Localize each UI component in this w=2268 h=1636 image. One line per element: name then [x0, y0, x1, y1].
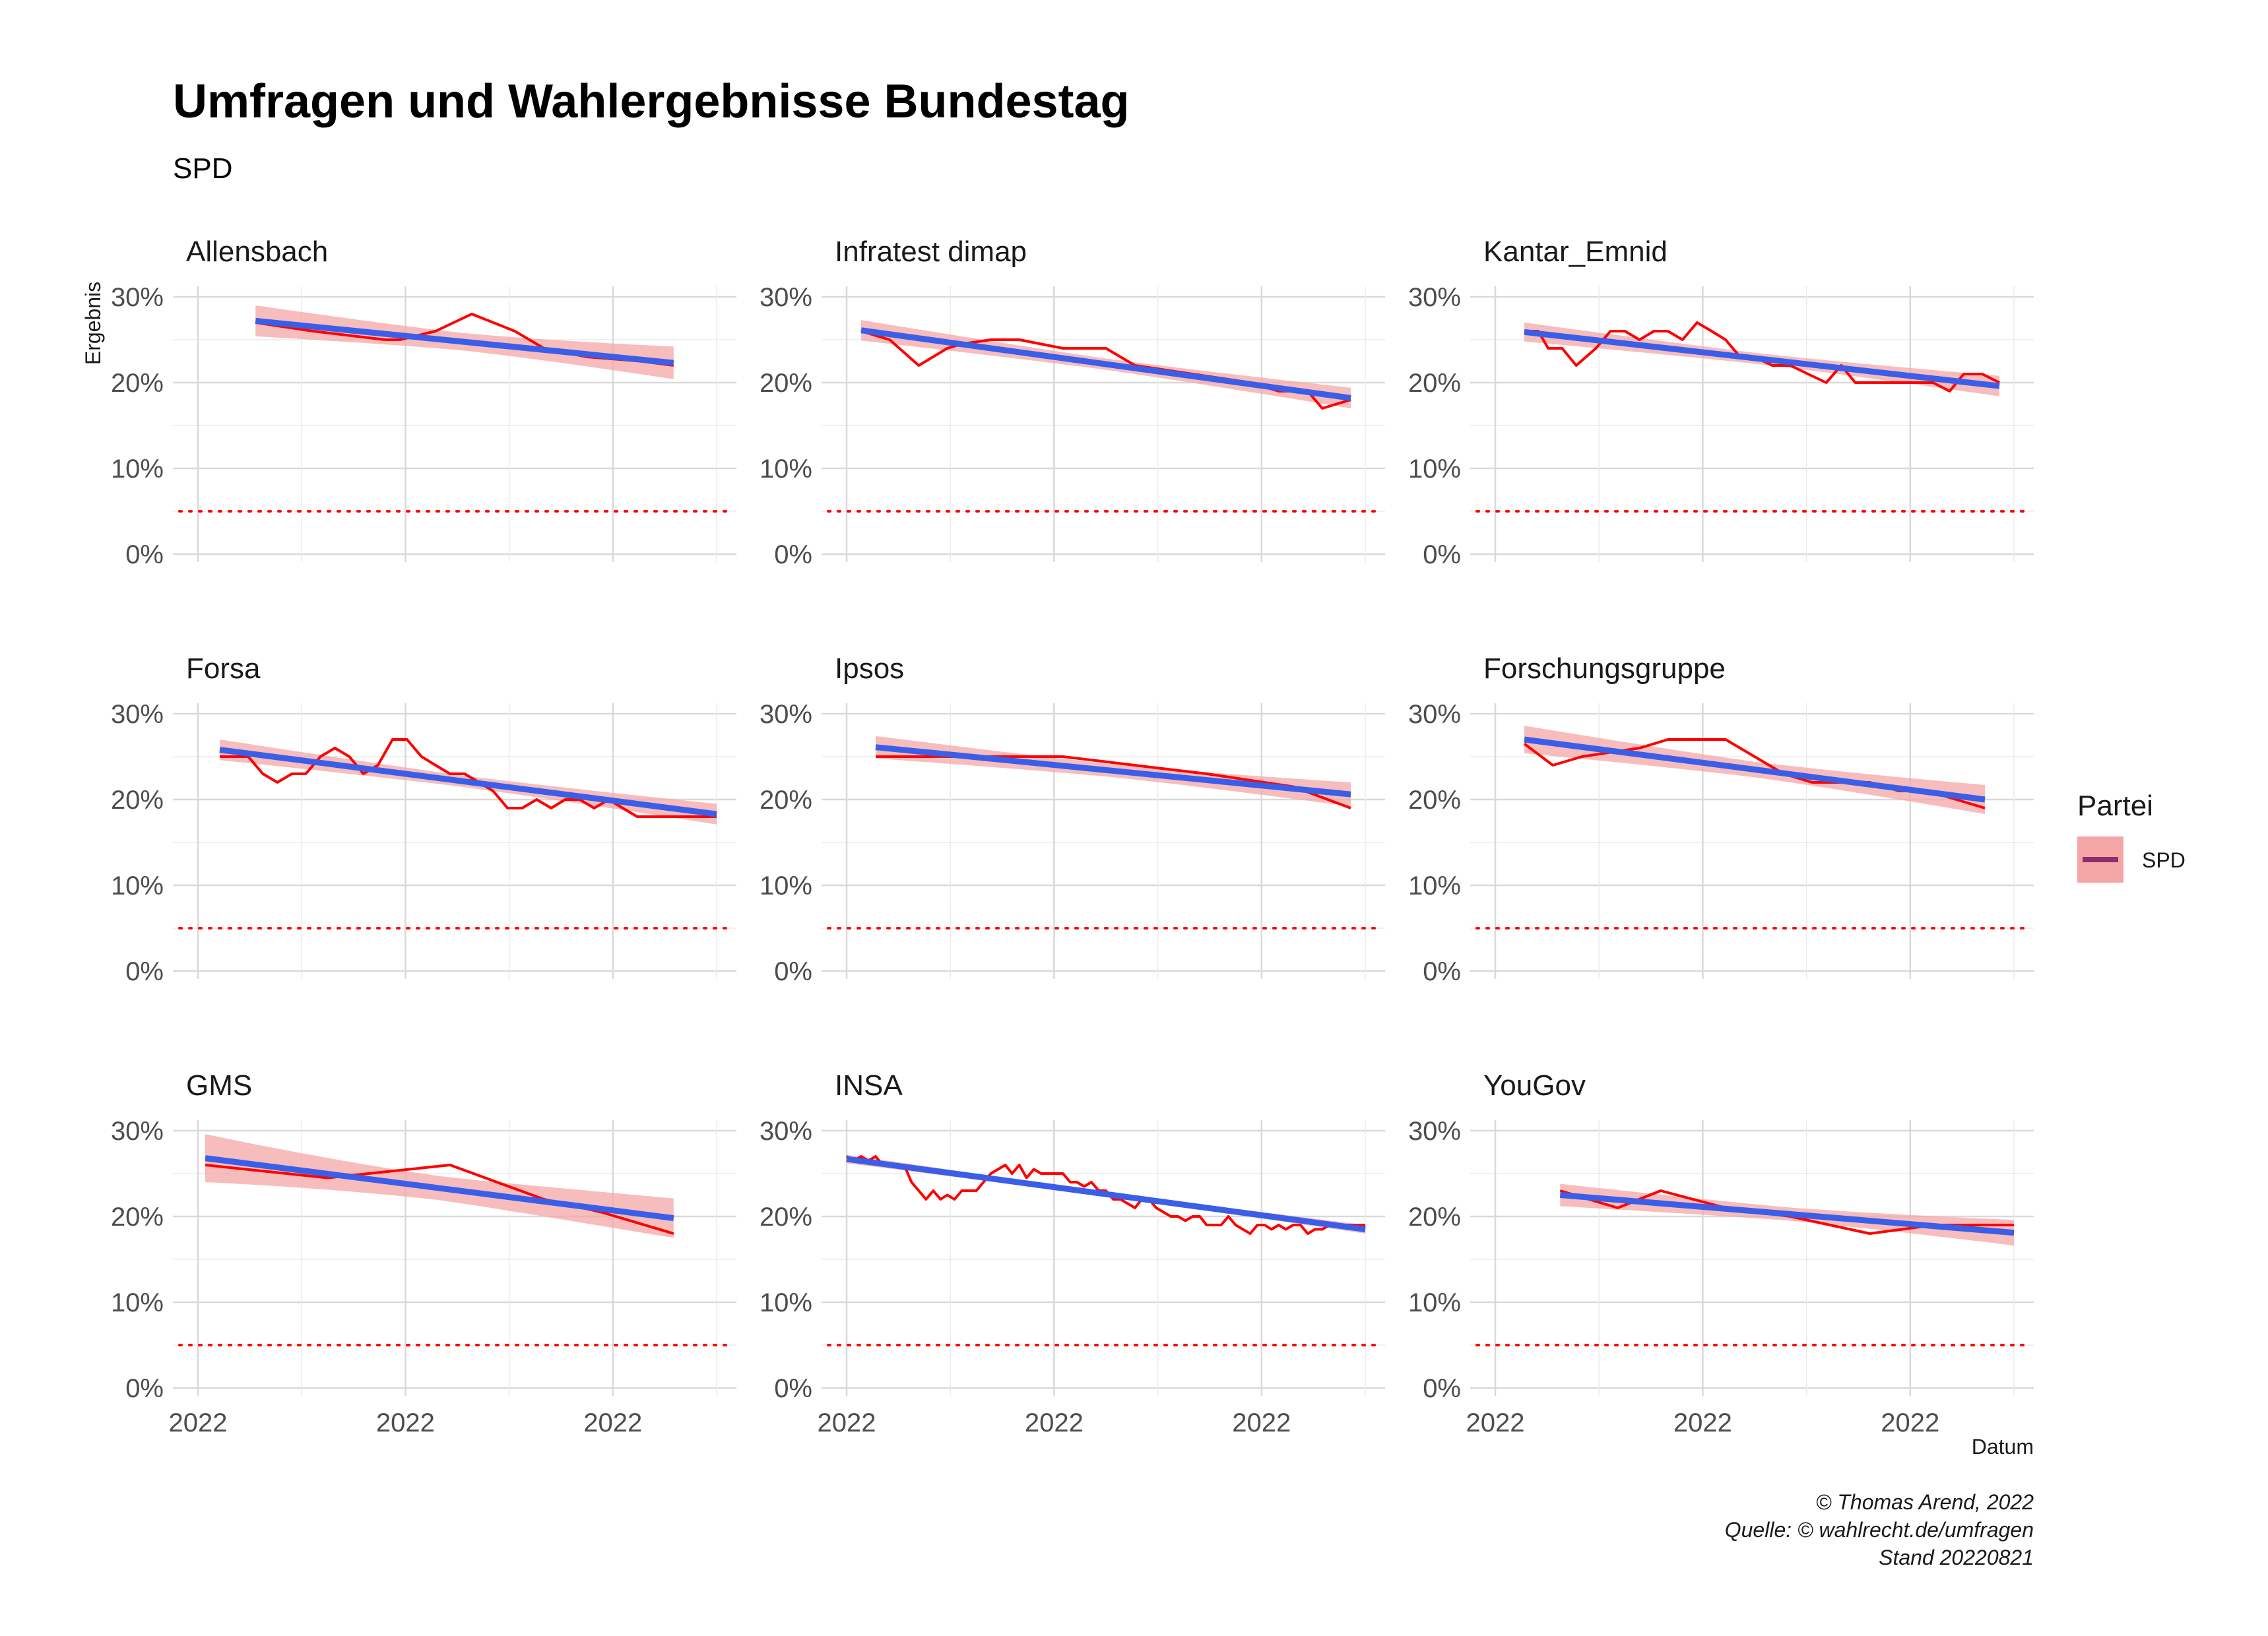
facet-label: GMS [186, 1069, 252, 1102]
y-tick-label: 10% [760, 1288, 812, 1317]
caption-date: Stand 20220821 [1879, 1546, 2034, 1569]
y-tick-label: 20% [1408, 786, 1461, 815]
y-tick-label: 0% [125, 540, 164, 569]
y-tick-label: 30% [760, 283, 812, 312]
x-tick-label: 2022 [376, 1408, 435, 1437]
y-tick-label: 20% [760, 786, 812, 815]
poll-line [205, 1164, 674, 1235]
chart-subtitle: SPD [173, 152, 232, 185]
y-tick-label: 10% [111, 1288, 164, 1317]
x-tick-label: 2022 [1466, 1408, 1525, 1437]
x-tick-label: 2022 [583, 1408, 642, 1437]
facet-panel: Kantar_Emnid 0% 10% 20% 30% [1408, 236, 2034, 569]
facet-panel: Ipsos 0% 10% 20% 30% [760, 652, 1385, 986]
x-tick-label: 2022 [1232, 1408, 1291, 1437]
y-tick-label: 0% [125, 957, 164, 986]
y-axis-title: Ergebnis [81, 282, 105, 365]
y-tick-label: 10% [1408, 455, 1461, 484]
y-tick-label: 10% [111, 871, 164, 900]
y-tick-label: 20% [111, 786, 164, 815]
y-tick-label: 0% [774, 540, 812, 569]
y-tick-label: 20% [760, 369, 812, 398]
facet-panel: INSA 0% 10% 20% 30% 2022 2022 2022 [760, 1069, 1385, 1437]
facet-label: Infratest dimap [835, 236, 1027, 268]
trend-line [219, 747, 717, 817]
y-tick-label: 30% [760, 1117, 812, 1146]
y-tick-label: 0% [774, 1374, 812, 1403]
legend-label: SPD [2142, 848, 2186, 872]
x-tick-label: 2022 [1881, 1408, 1939, 1437]
trend-line [1524, 329, 2000, 389]
facet-label: INSA [835, 1069, 903, 1102]
y-tick-label: 30% [1408, 1117, 1461, 1146]
facet-label: YouGov [1483, 1069, 1586, 1102]
trend-line [846, 1156, 1366, 1232]
trend-line [875, 744, 1351, 798]
legend-title: Partei [2077, 790, 2153, 822]
y-tick-label: 10% [111, 455, 164, 484]
y-tick-label: 10% [760, 871, 812, 900]
trend-line [1559, 1192, 2015, 1236]
y-tick-label: 20% [760, 1203, 812, 1232]
facet-panel: YouGov 0% 10% 20% 30% 2022 2022 2022 [1408, 1069, 2034, 1437]
chart-title: Umfragen und Wahlergebnisse Bundestag [173, 75, 1130, 128]
poll-line [220, 738, 717, 818]
x-tick-label: 2022 [1025, 1408, 1084, 1437]
facet-panel: Infratest dimap 0% 10% 20% 30% [760, 236, 1385, 569]
y-tick-label: 0% [125, 1374, 164, 1403]
y-tick-label: 0% [1423, 1374, 1461, 1403]
legend: Partei SPD [2077, 790, 2186, 883]
facet-label: Kantar_Emnid [1483, 236, 1668, 268]
facet-label: Allensbach [186, 236, 328, 268]
facet-panel: GMS 0% 10% 20% 30% 2022 2022 2022 [111, 1069, 736, 1437]
y-tick-label: 30% [111, 283, 164, 312]
y-tick-label: 10% [760, 455, 812, 484]
facet-panel: Forsa 0% 10% 20% 30% [111, 652, 736, 986]
y-tick-label: 30% [111, 700, 164, 729]
caption-source: Quelle: © wahlrecht.de/umfragen [1725, 1518, 2034, 1542]
facet-panels: Allensbach 0% 10% 20% 30% Infratest dimap 0% 10… [111, 236, 2034, 1437]
y-tick-label: 20% [1408, 1203, 1461, 1232]
y-tick-label: 30% [1408, 700, 1461, 729]
x-axis-title: Datum [1972, 1435, 2034, 1459]
x-tick-label: 2022 [818, 1408, 876, 1437]
facet-label: Forsa [186, 652, 261, 685]
x-tick-label: 2022 [1673, 1408, 1732, 1437]
y-tick-label: 20% [111, 1203, 164, 1232]
facet-panel: Allensbach 0% 10% 20% 30% [111, 236, 736, 569]
y-tick-label: 10% [1408, 1288, 1461, 1317]
y-tick-label: 10% [1408, 871, 1461, 900]
facet-label: Forschungsgruppe [1483, 652, 1726, 685]
x-tick-label: 2022 [169, 1408, 228, 1437]
y-tick-label: 0% [1423, 540, 1461, 569]
y-tick-label: 30% [1408, 283, 1461, 312]
facet-panel: Forschungsgruppe 0% 10% 20% 30% [1408, 652, 2034, 986]
trend-line [205, 1155, 674, 1222]
y-tick-label: 20% [111, 369, 164, 398]
y-tick-label: 0% [1423, 957, 1461, 986]
caption: © Thomas Arend, 2022 Quelle: © wahlrecht… [1725, 1490, 2034, 1569]
caption-author: © Thomas Arend, 2022 [1816, 1490, 2034, 1514]
facet-label: Ipsos [835, 652, 904, 685]
y-tick-label: 0% [774, 957, 812, 986]
y-tick-label: 30% [760, 700, 812, 729]
trend-line [1524, 736, 1986, 803]
y-tick-label: 20% [1408, 369, 1461, 398]
y-tick-label: 30% [111, 1117, 164, 1146]
trend-line [255, 317, 674, 366]
trend-line [860, 327, 1351, 401]
